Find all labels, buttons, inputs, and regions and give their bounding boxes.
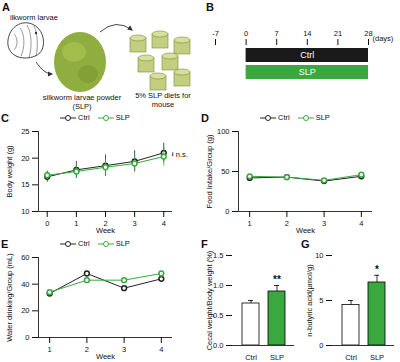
svg-text:5: 5 xyxy=(319,296,323,305)
svg-text:SLP: SLP xyxy=(299,67,316,77)
svg-text:25: 25 xyxy=(21,127,29,136)
svg-text:2: 2 xyxy=(103,218,108,228)
svg-text:Ctrl: Ctrl xyxy=(300,50,314,60)
svg-text:Week: Week xyxy=(96,226,115,235)
svg-text:7: 7 xyxy=(275,29,279,38)
svg-text:10: 10 xyxy=(21,207,29,216)
html-text:B: B xyxy=(206,1,214,13)
html-text:E: E xyxy=(1,238,9,250)
svg-text:28: 28 xyxy=(364,29,372,38)
html-text:C: C xyxy=(1,112,9,124)
svg-text:Food Intake/Group (g): Food Intake/Group (g) xyxy=(205,134,214,208)
svg-text:(days): (days) xyxy=(373,34,394,43)
svg-text:SLP: SLP xyxy=(270,353,284,362)
html-text:Ctrl: Ctrl xyxy=(78,239,90,248)
svg-text:1: 1 xyxy=(48,345,52,354)
svg-text:Body weight (g): Body weight (g) xyxy=(5,145,14,198)
svg-text:20: 20 xyxy=(21,306,29,315)
html-text:A: A xyxy=(2,1,10,13)
svg-text:n-butyric acid(μmol/g): n-butyric acid(μmol/g) xyxy=(305,264,314,337)
svg-text:3: 3 xyxy=(322,219,326,228)
svg-text:0: 0 xyxy=(225,207,229,216)
svg-text:3: 3 xyxy=(133,219,137,228)
svg-text:15: 15 xyxy=(21,180,29,189)
svg-text:100: 100 xyxy=(217,127,230,136)
svg-text:60: 60 xyxy=(21,253,29,262)
svg-text:4: 4 xyxy=(359,219,363,228)
svg-text:0: 0 xyxy=(244,29,248,38)
svg-text:3: 3 xyxy=(122,345,126,354)
html-text:Ctrl: Ctrl xyxy=(278,113,290,122)
svg-text:0.0: 0.0 xyxy=(213,341,223,350)
html-text:SLP: SLP xyxy=(115,239,130,248)
svg-text:2: 2 xyxy=(85,345,89,354)
svg-text:0: 0 xyxy=(319,341,323,350)
svg-text:1.5: 1.5 xyxy=(213,251,223,260)
html-text:silkworm larvae powder (SLP): silkworm larvae powder (SLP) xyxy=(42,93,122,111)
svg-text:50: 50 xyxy=(221,167,229,176)
svg-text:1: 1 xyxy=(74,219,78,228)
svg-text:21: 21 xyxy=(334,29,342,38)
html-text:SLP: SLP xyxy=(115,113,130,122)
svg-text:0: 0 xyxy=(45,219,49,228)
svg-text:Ctrl: Ctrl xyxy=(245,353,257,362)
svg-text:1: 1 xyxy=(248,219,252,228)
svg-text:Week: Week xyxy=(96,352,115,361)
svg-text:14: 14 xyxy=(303,29,311,38)
html-text:5% SLP diets for mouse: 5% SLP diets for mouse xyxy=(135,91,191,109)
svg-text:2: 2 xyxy=(285,219,289,228)
html-text:G: G xyxy=(301,238,310,250)
svg-text:*: * xyxy=(375,264,379,275)
svg-text:n.s.: n.s. xyxy=(176,150,188,159)
svg-text:Cecal weight/Body weight (%): Cecal weight/Body weight (%) xyxy=(205,250,214,350)
html-text:ilkworm larvae: ilkworm larvae xyxy=(10,13,58,22)
svg-text:4: 4 xyxy=(162,219,166,228)
svg-text:Water drinking/Group (mL): Water drinking/Group (mL) xyxy=(5,253,14,342)
svg-text:Ctrl: Ctrl xyxy=(345,353,357,362)
svg-text:-7: -7 xyxy=(212,29,219,38)
svg-text:SLP: SLP xyxy=(370,353,384,362)
svg-text:40: 40 xyxy=(21,280,29,289)
svg-text:Week: Week xyxy=(296,226,315,235)
html-text:F: F xyxy=(201,238,208,250)
html-text:SLP: SLP xyxy=(315,113,330,122)
svg-text:**: ** xyxy=(273,274,281,285)
svg-text:0.5: 0.5 xyxy=(213,311,223,320)
svg-text:1.0: 1.0 xyxy=(213,281,223,290)
svg-text:0: 0 xyxy=(25,333,29,342)
svg-text:10: 10 xyxy=(315,251,323,260)
svg-text:4: 4 xyxy=(159,345,163,354)
html-text:D: D xyxy=(201,112,209,124)
html-text:Ctrl: Ctrl xyxy=(78,113,90,122)
svg-text:20: 20 xyxy=(21,154,29,163)
